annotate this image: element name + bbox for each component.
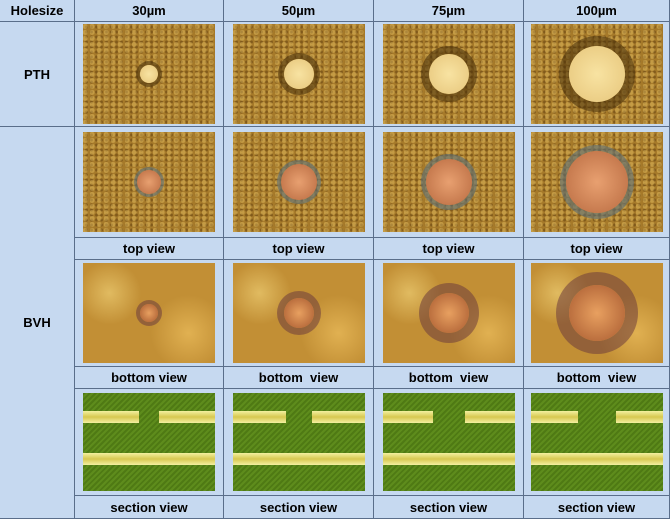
row-label: BVH — [0, 127, 75, 519]
caption: top view — [374, 238, 524, 260]
photo — [232, 24, 365, 124]
hole — [140, 65, 158, 83]
image-cell — [524, 22, 670, 127]
header-cell: 100µm — [524, 0, 670, 22]
hole — [425, 159, 472, 205]
image-cell — [224, 389, 374, 496]
copper-layer — [615, 411, 663, 423]
caption: top view — [224, 238, 374, 260]
copper-layer — [615, 453, 663, 465]
photo — [530, 263, 663, 363]
copper-layer — [159, 453, 215, 465]
hole — [140, 304, 158, 322]
header-cell: 30µm — [75, 0, 224, 22]
image-cell — [524, 260, 670, 367]
image-cell — [374, 22, 524, 127]
copper-layer — [382, 453, 433, 465]
copper-layer — [232, 453, 286, 465]
copper-layer — [311, 453, 365, 465]
copper-layer — [83, 453, 139, 465]
photo — [232, 263, 365, 363]
photo — [382, 132, 515, 232]
photo — [382, 24, 515, 124]
hole — [565, 151, 628, 213]
caption: top view — [75, 238, 224, 260]
copper-layer — [139, 453, 159, 465]
photo — [232, 393, 365, 491]
row-label: PTH — [0, 22, 75, 127]
hole — [568, 46, 625, 102]
photo — [530, 24, 663, 124]
header-cell: 75µm — [374, 0, 524, 22]
hole — [428, 293, 469, 333]
image-cell — [75, 22, 224, 127]
photo — [83, 393, 215, 491]
hole — [137, 170, 161, 194]
copper-layer — [159, 411, 215, 423]
copper-layer — [83, 411, 139, 423]
photo — [83, 24, 215, 124]
image-cell — [374, 389, 524, 496]
copper-layer — [464, 453, 515, 465]
caption: bottom view — [224, 367, 374, 389]
hole — [568, 285, 625, 341]
image-cell — [75, 260, 224, 367]
copper-layer — [232, 411, 286, 423]
copper-layer — [464, 411, 515, 423]
copper-layer — [432, 453, 465, 465]
image-cell — [75, 127, 224, 238]
photo — [530, 393, 663, 491]
image-cell — [224, 22, 374, 127]
caption: bottom view — [75, 367, 224, 389]
caption: section view — [374, 496, 524, 519]
caption: section view — [524, 496, 670, 519]
image-cell — [224, 260, 374, 367]
header-cell: Holesize — [0, 0, 75, 22]
header-cell: 50µm — [224, 0, 374, 22]
caption: bottom view — [524, 367, 670, 389]
photo — [232, 132, 365, 232]
photo — [382, 263, 515, 363]
copper-layer — [285, 453, 312, 465]
photo — [382, 393, 515, 491]
caption: section view — [75, 496, 224, 519]
copper-layer — [530, 453, 578, 465]
copper-layer — [530, 411, 578, 423]
photo — [530, 132, 663, 232]
caption: section view — [224, 496, 374, 519]
caption: bottom view — [374, 367, 524, 389]
copper-layer — [382, 411, 433, 423]
caption: top view — [524, 238, 670, 260]
hole — [280, 164, 317, 200]
image-cell — [374, 127, 524, 238]
image-cell — [524, 127, 670, 238]
hole — [283, 298, 314, 328]
image-cell — [374, 260, 524, 367]
photo — [83, 132, 215, 232]
photo — [83, 263, 215, 363]
hole — [428, 54, 469, 94]
image-cell — [75, 389, 224, 496]
copper-layer — [311, 411, 365, 423]
copper-layer — [577, 453, 616, 465]
hole — [283, 59, 314, 89]
image-cell — [524, 389, 670, 496]
image-cell — [224, 127, 374, 238]
